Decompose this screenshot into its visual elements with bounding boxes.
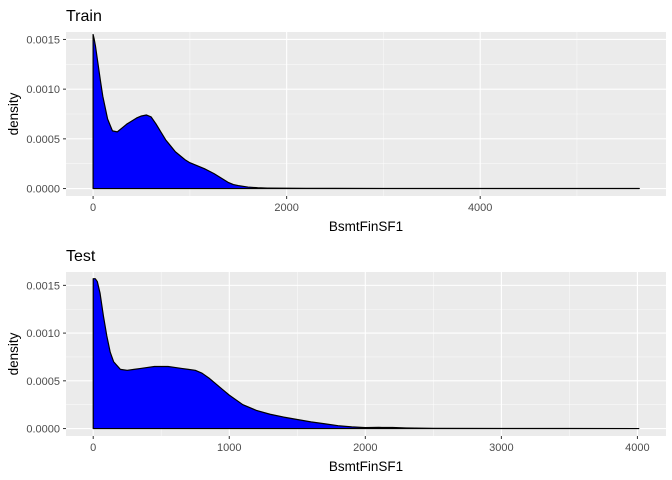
train-density-area xyxy=(92,33,640,190)
train-y-tick-label: 0.0005 xyxy=(26,134,60,146)
test-y-tick-label: 0.0010 xyxy=(26,328,60,340)
train-x-axis-title: BsmtFinSF1 xyxy=(329,219,403,234)
test-x-tick-label: 4000 xyxy=(625,442,649,454)
test-density-area xyxy=(92,278,640,430)
train-y-tick-label: 0.0015 xyxy=(26,34,60,46)
test-density-plot: Test density BsmtFinSF1 0 1000 2000 3000 400… xyxy=(6,248,666,474)
train-y-tick-label: 0.0010 xyxy=(26,84,60,96)
test-x-tick-label: 1000 xyxy=(217,442,241,454)
test-y-tick-label: 0.0015 xyxy=(26,280,60,292)
test-y-axis-title: density xyxy=(6,332,21,375)
test-y-tick-label: 0.0000 xyxy=(26,424,60,436)
train-x-tick-label: 4000 xyxy=(468,202,492,214)
test-x-tick-label: 2000 xyxy=(353,442,377,454)
train-x-tick-label: 0 xyxy=(90,202,96,214)
train-x-tick-label: 2000 xyxy=(274,202,298,214)
test-x-tick-label: 3000 xyxy=(489,442,513,454)
test-y-tick-label: 0.0005 xyxy=(26,376,60,388)
train-plot-title: Train xyxy=(66,8,102,25)
train-density-plot: Train density BsmtFinSF1 0 2000 4000 0.0000… xyxy=(6,8,666,234)
train-y-tick-label: 0.0000 xyxy=(26,184,60,196)
test-plot-title: Test xyxy=(66,248,96,265)
test-x-axis-title: BsmtFinSF1 xyxy=(329,459,403,474)
test-x-tick-label: 0 xyxy=(90,442,96,454)
train-y-axis-title: density xyxy=(6,92,21,135)
